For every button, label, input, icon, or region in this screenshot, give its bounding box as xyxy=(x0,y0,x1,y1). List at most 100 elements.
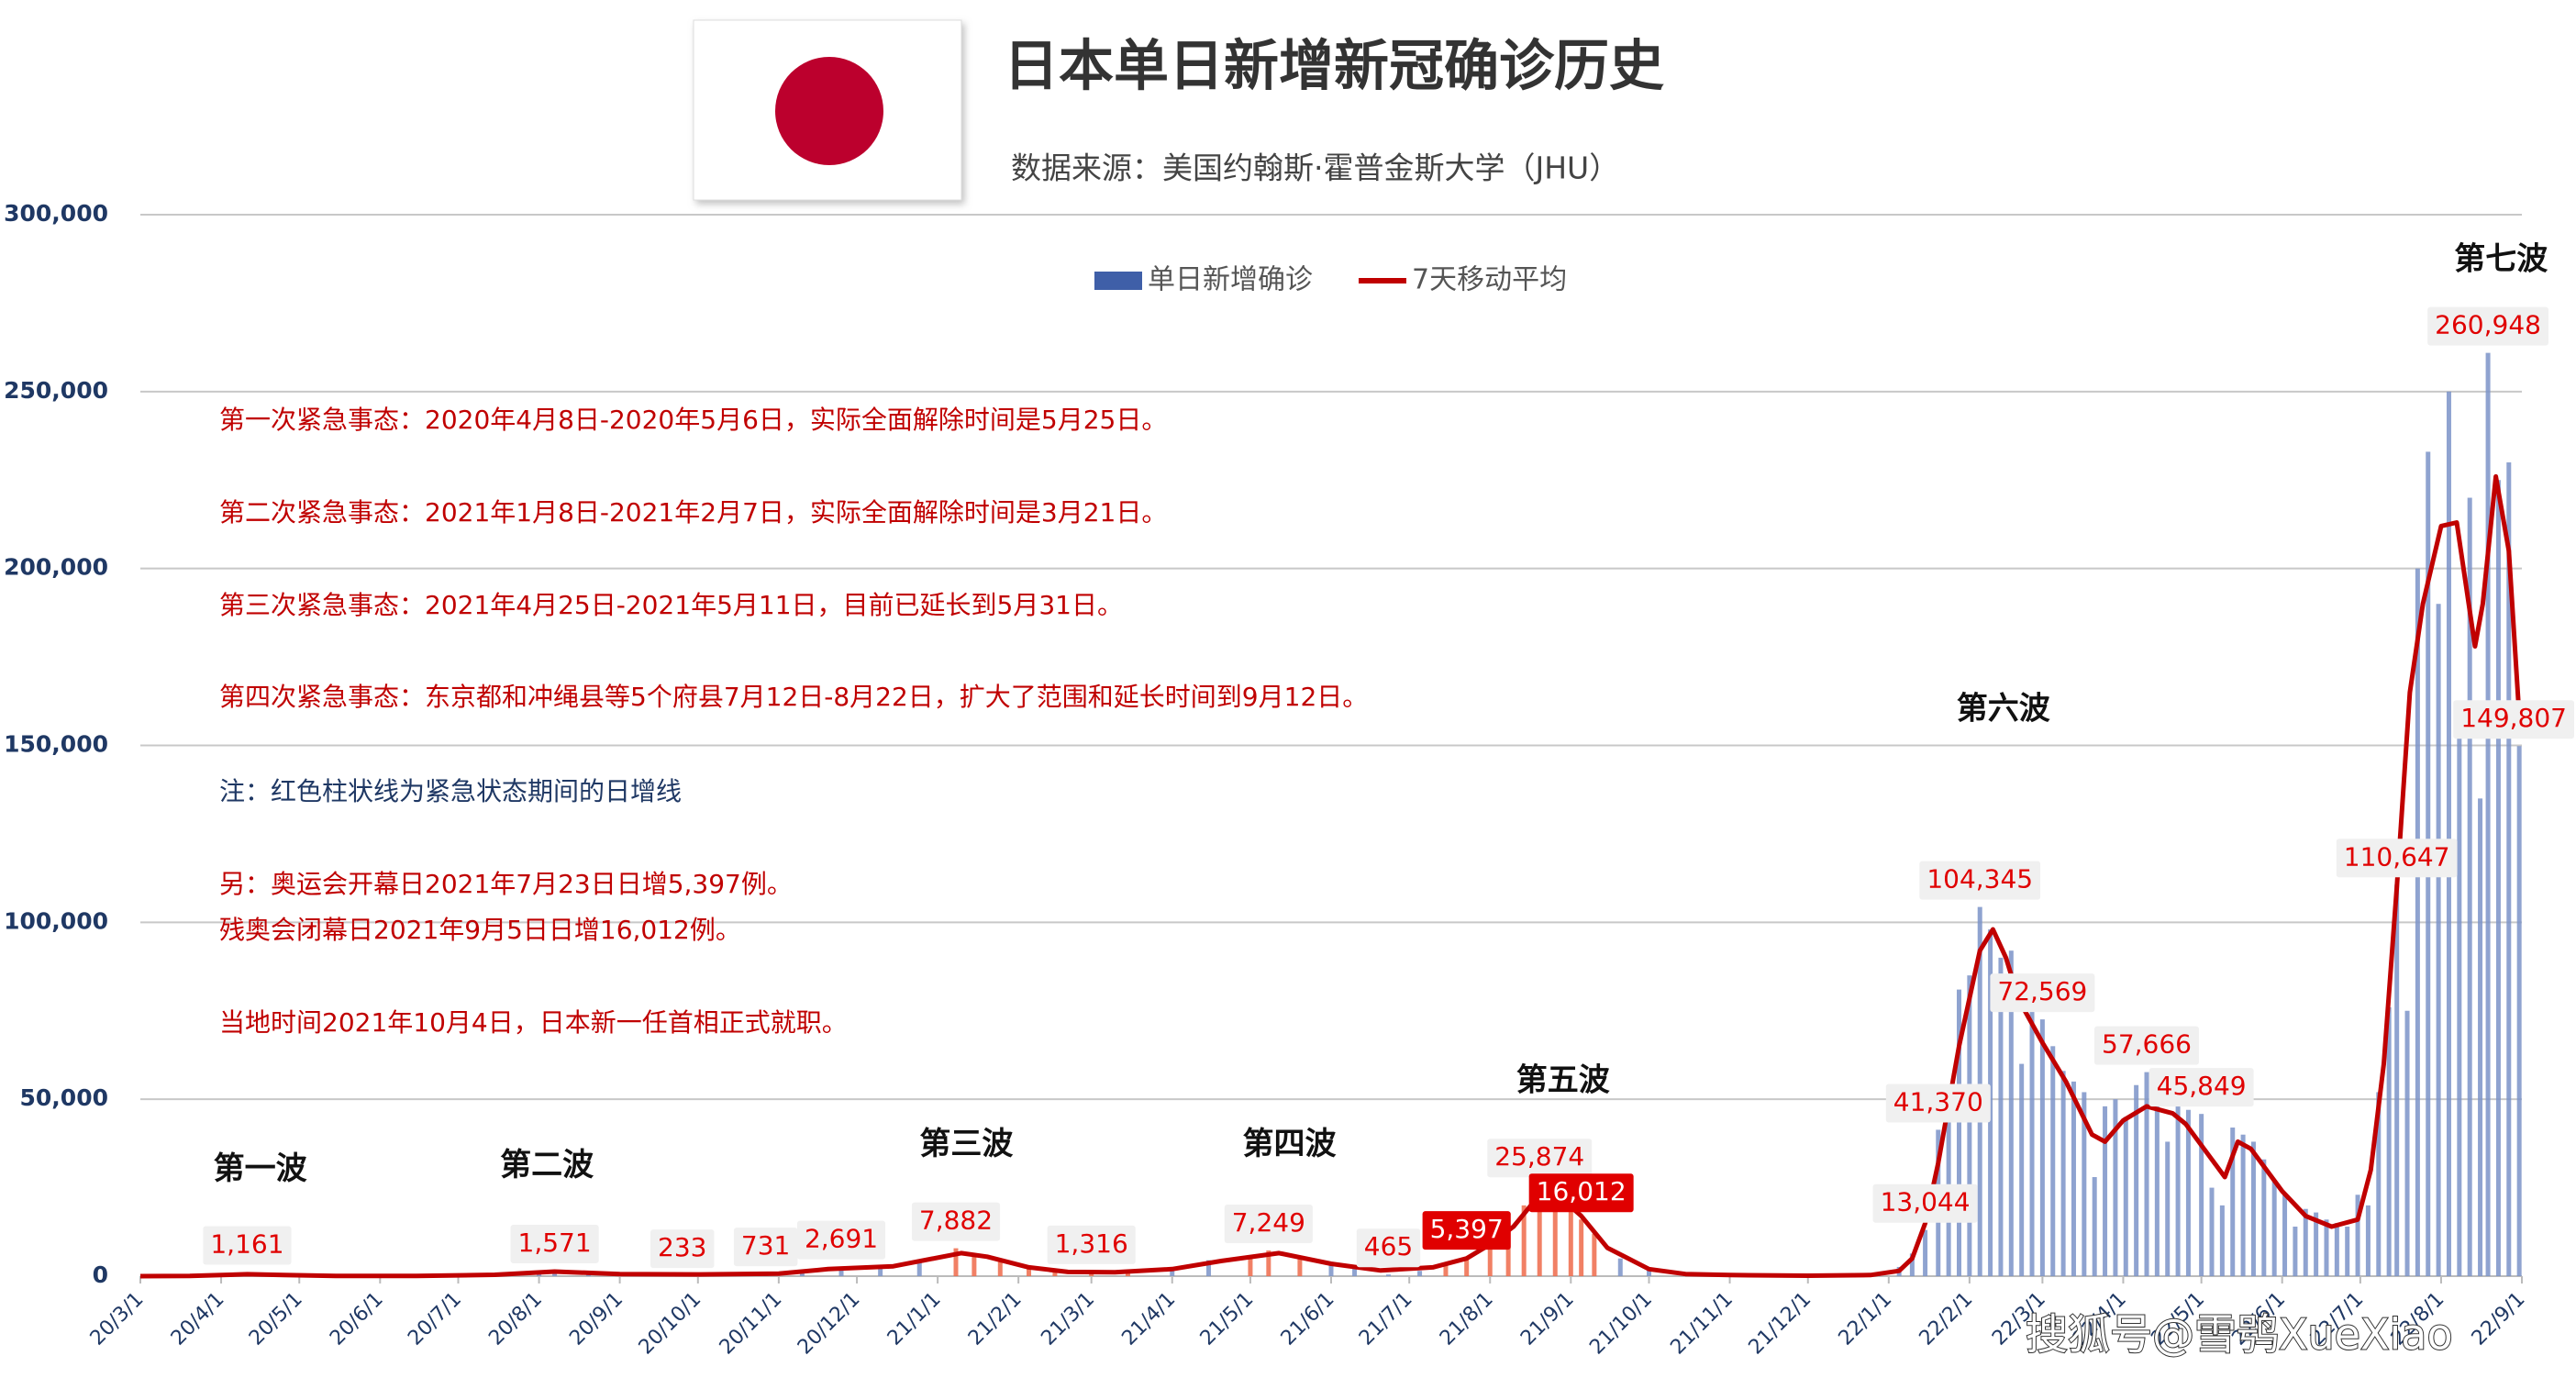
watermark: 搜狐号@雪鸮XueXiao xyxy=(2026,1310,2453,1360)
value-label-box xyxy=(1990,973,2095,1013)
value-label: 7,249 xyxy=(1232,1207,1305,1238)
y-tick-label: 0 xyxy=(93,1261,108,1288)
value-label-box xyxy=(2149,1068,2254,1107)
value-label: 104,345 xyxy=(1926,864,2033,895)
legend-swatch xyxy=(1094,272,1142,290)
note: 第一次紧急事态：2020年4月8日-2020年5月6日，实际全面解除时间是5月2… xyxy=(219,405,1167,435)
x-tick-label: 21/5/1 xyxy=(1196,1288,1259,1350)
bar xyxy=(2123,1117,2128,1276)
value-label: 2,691 xyxy=(805,1224,878,1254)
bar xyxy=(1052,1271,1058,1276)
bar xyxy=(2185,1109,2191,1276)
x-tick-label: 22/1/1 xyxy=(1835,1288,1897,1350)
bar xyxy=(1443,1263,1449,1276)
bar xyxy=(1170,1269,1175,1276)
value-label: 465 xyxy=(1364,1231,1413,1261)
wave-label: 第五波 xyxy=(1516,1061,1610,1098)
y-tick-label: 50,000 xyxy=(20,1084,108,1111)
bar xyxy=(1328,1265,1334,1276)
value-label: 16,012 xyxy=(1537,1176,1627,1206)
bar xyxy=(2415,568,2420,1276)
bar xyxy=(2219,1205,2225,1276)
value-label-box xyxy=(1885,1083,1991,1123)
value-label: 5,397 xyxy=(1430,1214,1504,1244)
value-label-box xyxy=(1872,1183,1978,1223)
value-label-box xyxy=(1356,1228,1421,1268)
bar xyxy=(2050,1046,2056,1276)
value-label-box xyxy=(1487,1139,1593,1178)
x-tick-label: 21/2/1 xyxy=(964,1288,1027,1350)
bar xyxy=(2175,1092,2181,1276)
bar xyxy=(1552,1189,1558,1276)
x-tick-label: 21/11/1 xyxy=(1666,1288,1738,1360)
bar xyxy=(2250,1141,2256,1276)
value-label: 233 xyxy=(658,1232,706,1262)
flag-sun xyxy=(775,57,883,165)
bar xyxy=(1385,1274,1391,1276)
x-tick-label: 20/7/1 xyxy=(404,1288,466,1350)
note: 注：红色柱状线为紧急状态期间的日增线 xyxy=(219,776,682,806)
x-tick-label: 20/12/1 xyxy=(794,1288,865,1360)
bar xyxy=(2376,1092,2382,1276)
bar xyxy=(2261,1159,2267,1276)
bar xyxy=(1027,1266,1032,1276)
x-tick-label: 21/8/1 xyxy=(1436,1288,1498,1350)
x-tick-label: 21/1/1 xyxy=(883,1288,946,1350)
x-tick-label: 21/10/1 xyxy=(1585,1288,1657,1360)
x-tick-label: 22/2/1 xyxy=(1915,1288,1978,1350)
x-tick-label: 21/4/1 xyxy=(1117,1288,1180,1350)
x-tick-label: 22/9/1 xyxy=(2468,1288,2530,1350)
x-tick-label: 21/3/1 xyxy=(1037,1288,1099,1350)
bar xyxy=(953,1248,959,1276)
bar xyxy=(2478,798,2483,1276)
value-label-box xyxy=(203,1226,292,1265)
bar xyxy=(2271,1180,2277,1276)
bar xyxy=(2506,461,2512,1276)
bar xyxy=(799,1271,805,1276)
bars xyxy=(174,352,2522,1276)
bar xyxy=(1617,1258,1623,1276)
bar xyxy=(1592,1233,1597,1276)
value-label: 13,044 xyxy=(1881,1187,1971,1217)
value-label: 260,948 xyxy=(2435,310,2541,340)
value-label-box xyxy=(1919,861,2041,900)
bar xyxy=(2144,1072,2149,1276)
x-tick-label: 20/8/1 xyxy=(484,1288,547,1350)
y-tick-label: 200,000 xyxy=(4,554,108,581)
bar xyxy=(1352,1268,1358,1276)
note: 当地时间2021年10月4日，日本新一任首相正式就职。 xyxy=(219,1007,848,1038)
bar xyxy=(1568,1205,1573,1276)
value-label: 110,647 xyxy=(2344,841,2450,872)
bar xyxy=(2334,1223,2339,1276)
bar xyxy=(2092,1177,2097,1276)
value-label: 7,882 xyxy=(919,1206,993,1236)
bar xyxy=(2495,480,2501,1276)
bar xyxy=(2365,1205,2371,1276)
bar xyxy=(2230,1128,2236,1276)
foreground: 单日新增确诊 7天移动平均第一次紧急事态：2020年4月8日-2020年5月6日，… xyxy=(139,241,2574,1361)
chart-title: 日本单日新增新冠确诊历史 xyxy=(1004,35,1664,99)
x-tick-label: 20/5/1 xyxy=(245,1288,307,1350)
bar xyxy=(2467,497,2472,1276)
bar xyxy=(2029,1010,2035,1276)
wave-label: 第四波 xyxy=(1243,1126,1337,1162)
note: 第二次紧急事态：2021年1月8日-2021年2月7日，实际全面解除时间是3月2… xyxy=(219,497,1167,528)
bar xyxy=(997,1261,1003,1276)
bar xyxy=(2293,1227,2298,1276)
x-tick-label: 21/9/1 xyxy=(1516,1288,1579,1350)
bar xyxy=(2134,1084,2139,1276)
value-label: 45,849 xyxy=(2157,1071,2247,1101)
bar xyxy=(838,1266,844,1276)
bar xyxy=(1967,975,1972,1276)
value-label-box xyxy=(650,1229,715,1269)
bar xyxy=(2165,1141,2171,1276)
bar xyxy=(1297,1256,1303,1276)
bar xyxy=(2355,1195,2360,1276)
value-label: 57,666 xyxy=(2102,1029,2192,1060)
bar xyxy=(916,1262,922,1276)
bar xyxy=(1647,1270,1652,1276)
bar xyxy=(2019,1063,2025,1276)
bar xyxy=(1909,1253,1915,1276)
value-label-box xyxy=(733,1228,798,1267)
